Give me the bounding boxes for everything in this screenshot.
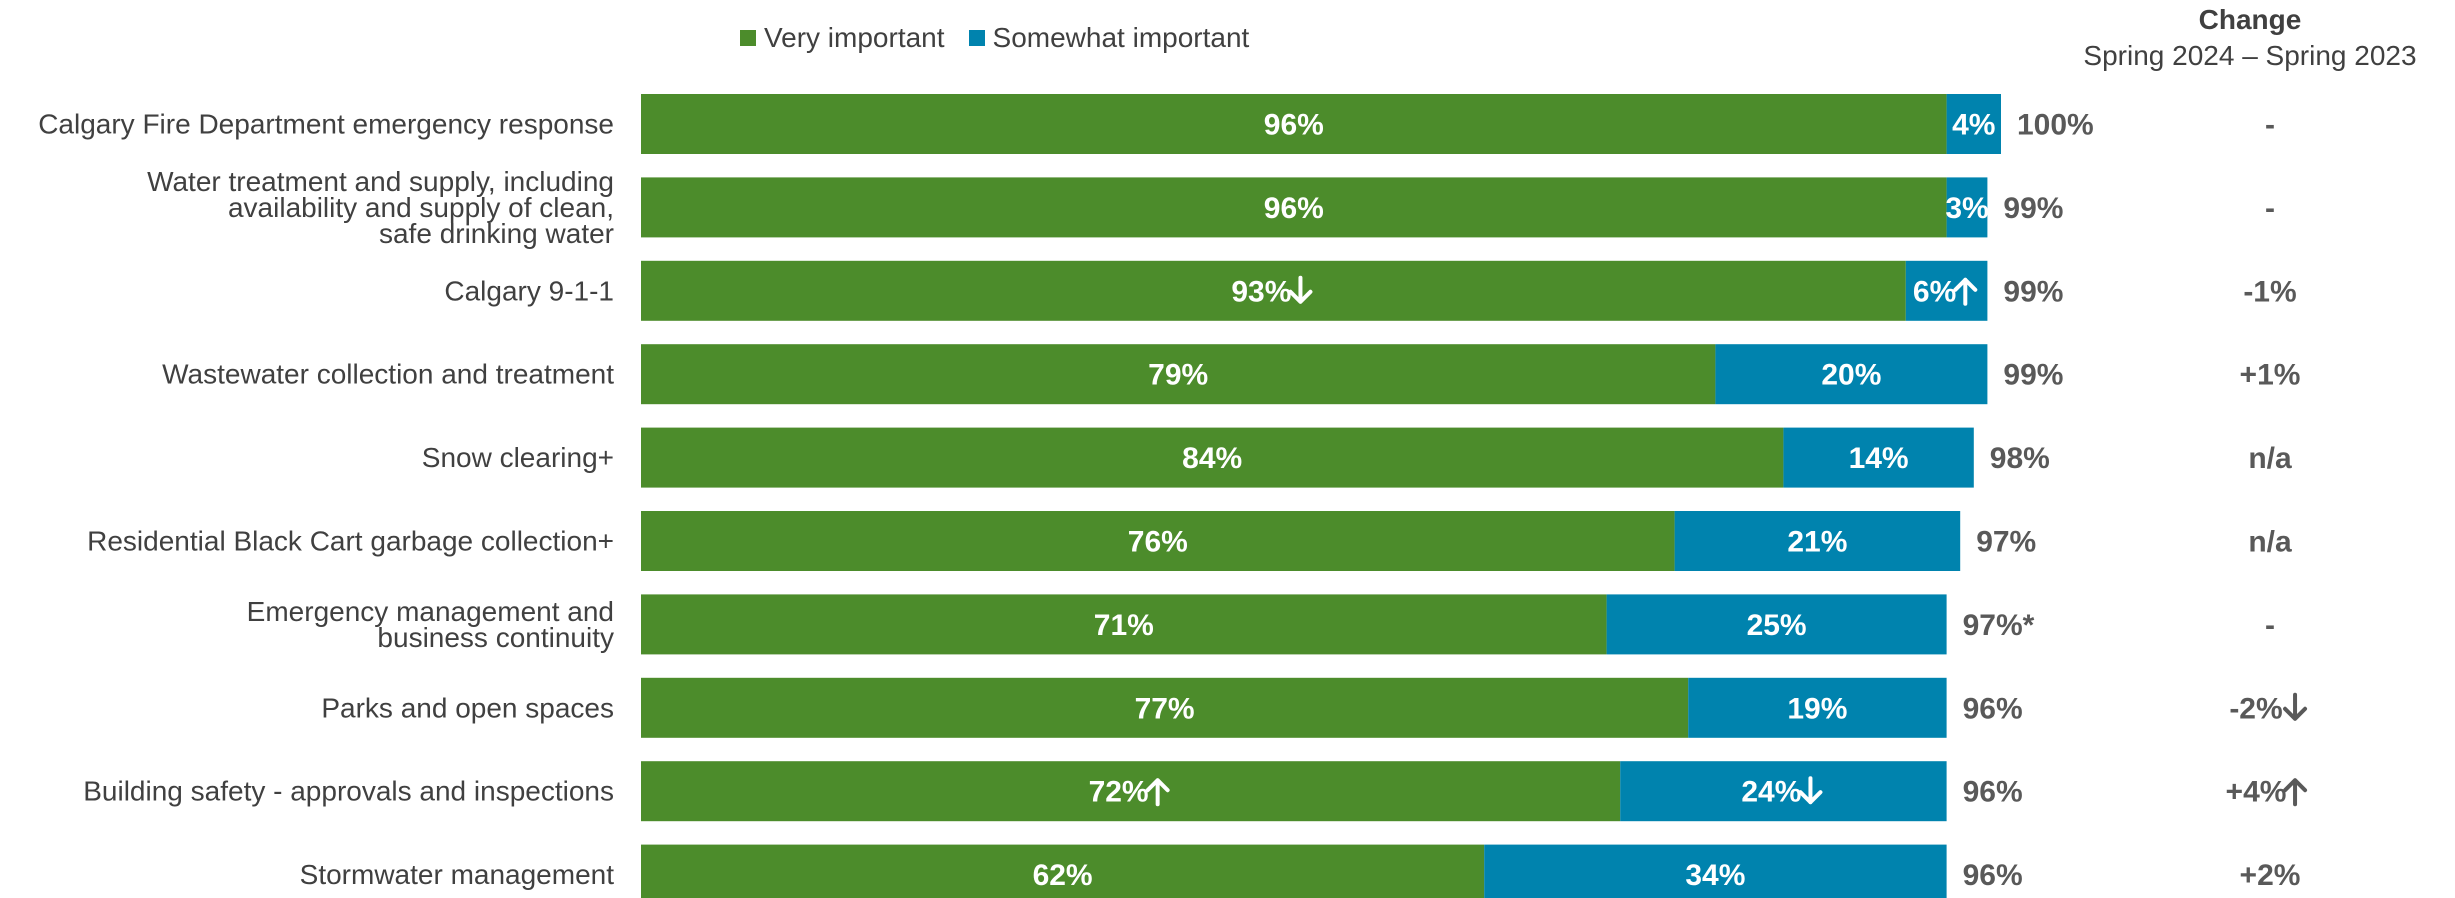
category-label: Snow clearing+ bbox=[422, 442, 614, 473]
legend: Very important Somewhat important bbox=[740, 22, 1249, 54]
change-label: +2% bbox=[2240, 859, 2301, 892]
bar-value-label: 71% bbox=[1094, 609, 1154, 642]
bar-very-important bbox=[641, 94, 1947, 154]
change-label: -1% bbox=[2243, 275, 2296, 308]
total-label: 100% bbox=[2017, 109, 2094, 142]
bar-value-label: 96% bbox=[1264, 192, 1324, 225]
total-label: 99% bbox=[2003, 359, 2063, 392]
bar-value-label: 76% bbox=[1128, 526, 1188, 559]
legend-swatch bbox=[740, 30, 756, 46]
category-label: Water treatment and supply, including bbox=[147, 166, 614, 197]
bar-very-important bbox=[641, 511, 1675, 571]
category-label: availability and supply of clean, bbox=[228, 192, 614, 223]
total-label: 99% bbox=[2003, 275, 2063, 308]
arrow-up-icon bbox=[1145, 778, 1170, 807]
bar-very-important bbox=[641, 344, 1716, 405]
bar-value-label: 14% bbox=[1849, 442, 1909, 475]
bar-somewhat-important bbox=[1484, 844, 1947, 898]
bar-value-label: 20% bbox=[1821, 359, 1881, 392]
change-label: -2% bbox=[2229, 692, 2282, 725]
bar-value-label: 19% bbox=[1787, 692, 1847, 725]
bar-very-important bbox=[641, 844, 1485, 898]
bar-very-important bbox=[641, 594, 1607, 655]
category-label: Building safety - approvals and inspecti… bbox=[83, 776, 614, 807]
arrow-up-icon bbox=[1953, 277, 1978, 306]
category-label: Calgary Fire Department emergency respon… bbox=[38, 109, 614, 140]
total-label: 96% bbox=[1963, 776, 2023, 809]
bar-very-important bbox=[641, 260, 1906, 321]
change-label: +4% bbox=[2226, 776, 2287, 809]
legend-label: Very important bbox=[764, 22, 945, 53]
bar-value-label: 4% bbox=[1952, 109, 1995, 142]
bar-value-label: 3% bbox=[1945, 192, 1988, 225]
change-label: - bbox=[2265, 109, 2275, 142]
arrow-down-icon bbox=[1288, 275, 1313, 304]
change-label: - bbox=[2265, 609, 2275, 642]
bar-somewhat-important bbox=[1620, 761, 1947, 822]
bar-value-label: 79% bbox=[1148, 359, 1208, 392]
bar-somewhat-important bbox=[1674, 511, 1961, 571]
legend-label: Somewhat important bbox=[992, 22, 1250, 53]
legend-item: Somewhat important bbox=[968, 22, 1250, 54]
change-label: - bbox=[2265, 192, 2275, 225]
total-label: 99% bbox=[2003, 192, 2063, 225]
category-label: safe drinking water bbox=[379, 218, 614, 249]
arrow-down-icon bbox=[2283, 692, 2308, 721]
category-label: Emergency management and bbox=[247, 596, 614, 627]
legend-swatch bbox=[968, 30, 985, 46]
arrow-down-icon bbox=[1798, 776, 1823, 805]
bar-somewhat-important bbox=[1715, 344, 1988, 405]
total-label: 97% bbox=[1976, 526, 2036, 559]
total-label: 96% bbox=[1963, 692, 2023, 725]
bar-value-label: 96% bbox=[1264, 109, 1324, 142]
category-label: business continuity bbox=[377, 622, 614, 653]
category-label: Wastewater collection and treatment bbox=[162, 359, 614, 390]
bar-value-label: 34% bbox=[1685, 859, 1745, 892]
change-label: n/a bbox=[2248, 442, 2292, 475]
bar-somewhat-important bbox=[1783, 427, 1974, 488]
total-label: 98% bbox=[1990, 442, 2050, 475]
total-label: 97%* bbox=[1963, 609, 2035, 642]
change-header-subtitle: Spring 2024 – Spring 2023 bbox=[2083, 40, 2417, 71]
change-column-header: Change Spring 2024 – Spring 2023 bbox=[2070, 2, 2430, 74]
bar-very-important bbox=[641, 427, 1784, 488]
bar-value-label: 21% bbox=[1787, 526, 1847, 559]
arrow-up-icon bbox=[2283, 778, 2308, 807]
total-label: 96% bbox=[1963, 859, 2023, 892]
bar-value-label: 62% bbox=[1033, 859, 1093, 892]
category-label: Stormwater management bbox=[300, 859, 615, 890]
bar-value-label: 93% bbox=[1231, 275, 1291, 308]
legend-item: Very important bbox=[740, 22, 945, 54]
category-label: Calgary 9-1-1 bbox=[444, 275, 614, 306]
bar-value-label: 84% bbox=[1182, 442, 1242, 475]
bar-somewhat-important bbox=[1688, 677, 1947, 738]
bar-value-label: 72% bbox=[1089, 776, 1149, 809]
change-label: +1% bbox=[2240, 359, 2301, 392]
category-label: Parks and open spaces bbox=[321, 692, 614, 723]
bar-value-label: 25% bbox=[1747, 609, 1807, 642]
bar-value-label: 24% bbox=[1741, 776, 1801, 809]
bar-very-important bbox=[641, 177, 1947, 238]
bar-value-label: 77% bbox=[1135, 692, 1195, 725]
bar-value-label: 6% bbox=[1913, 275, 1956, 308]
bar-somewhat-important bbox=[1946, 94, 2001, 154]
bar-very-important bbox=[641, 677, 1689, 738]
bar-somewhat-important bbox=[1606, 594, 1947, 655]
bar-very-important bbox=[641, 761, 1621, 822]
bar-somewhat-important bbox=[1946, 177, 1988, 238]
category-label: Residential Black Cart garbage collectio… bbox=[87, 526, 614, 557]
change-header-title: Change bbox=[2198, 4, 2302, 35]
change-label: n/a bbox=[2248, 526, 2292, 559]
